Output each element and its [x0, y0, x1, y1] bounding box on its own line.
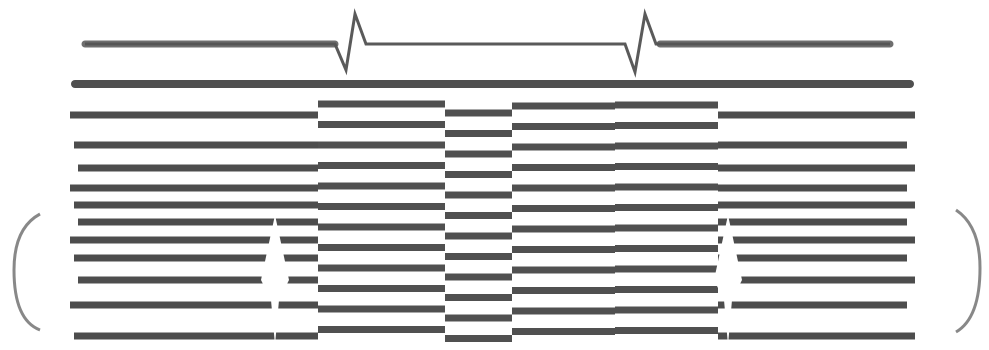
striped-image [0, 0, 989, 350]
page: (() => { const g = document.getElementBy… [0, 0, 989, 350]
